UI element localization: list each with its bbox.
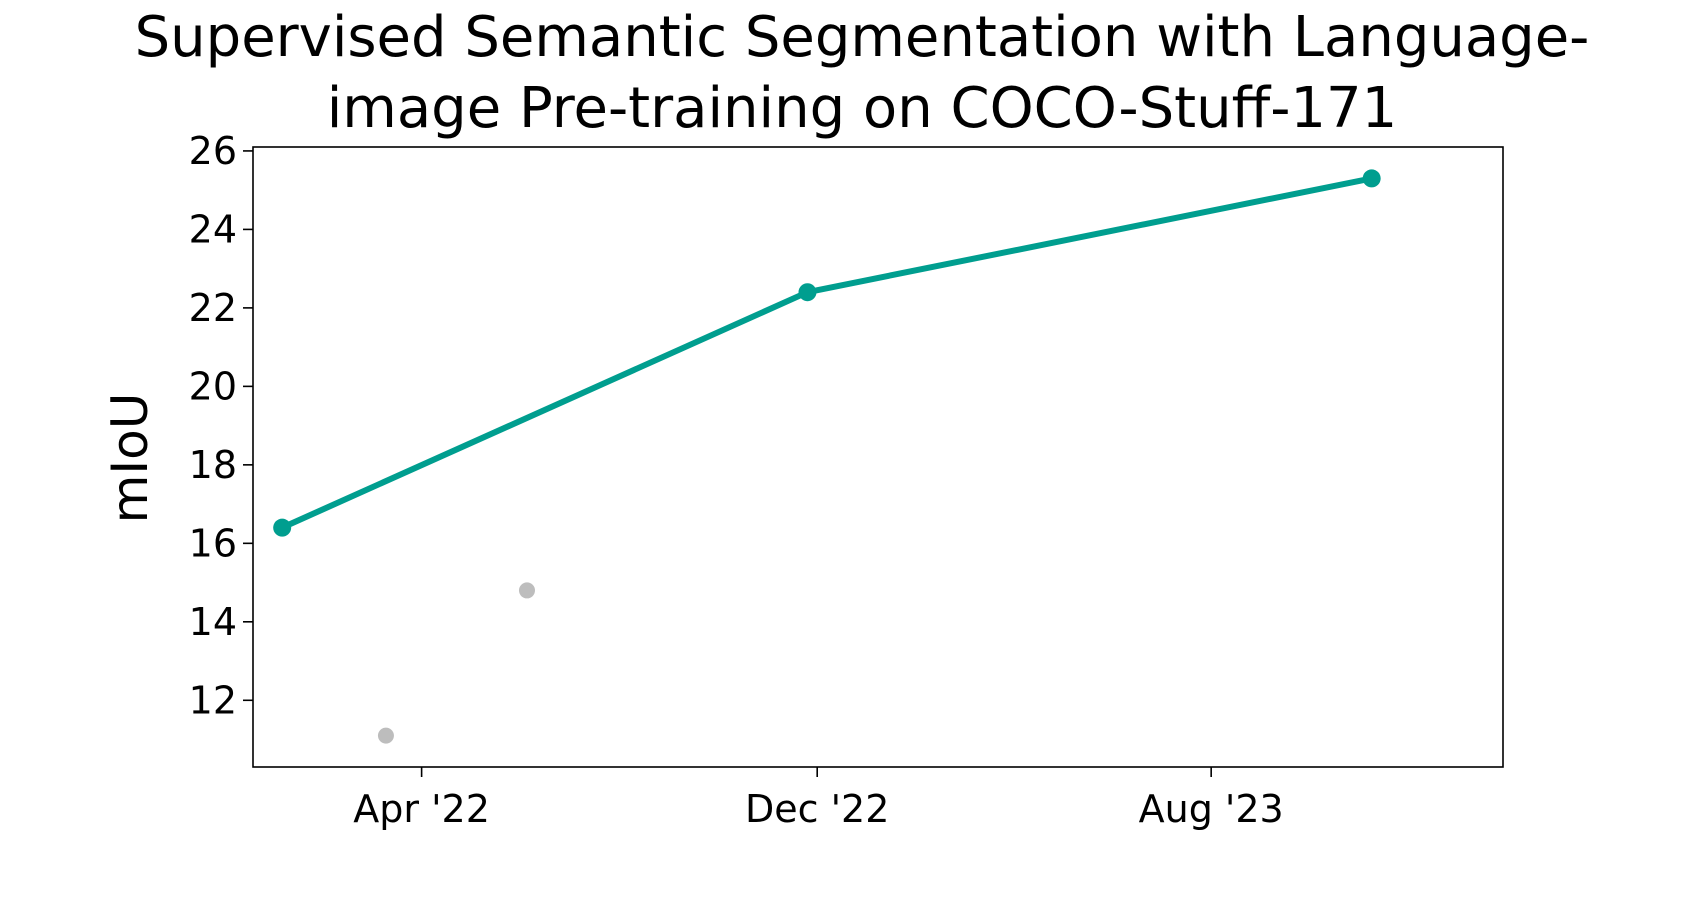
x-tick-label: Aug '23: [1139, 787, 1284, 831]
y-tick-label: 26: [189, 129, 237, 173]
line-point: [273, 518, 292, 537]
y-tick-label: 12: [189, 678, 237, 722]
chart-title: Supervised Semantic Segmentation with La…: [135, 5, 1590, 141]
y-tick-label: 14: [189, 600, 237, 644]
line-point: [798, 283, 817, 302]
y-axis-label: mIoU: [101, 393, 159, 524]
plot-area: [252, 146, 1504, 768]
x-tick-label: Dec '22: [745, 787, 889, 831]
y-tick-label: 22: [189, 286, 237, 330]
y-tick-label: 16: [189, 521, 237, 565]
x-axis: Apr '22 Dec '22 Aug '23: [353, 767, 1284, 831]
chart-title-line-1: Supervised Semantic Segmentation with La…: [135, 5, 1590, 70]
chart-title-line-2: image Pre-training on COCO-Stuff-171: [327, 76, 1398, 141]
line-point: [1362, 169, 1381, 188]
scatter-point: [518, 582, 535, 599]
y-tick-label: 20: [189, 364, 237, 408]
series-line: [279, 175, 1375, 531]
y-axis: 12 14 16 18 20 22 24 26: [189, 129, 253, 722]
x-tick-label: Apr '22: [353, 787, 490, 831]
y-tick-label: 18: [189, 443, 237, 487]
scatter-point: [377, 727, 394, 744]
y-tick-label: 24: [189, 207, 237, 251]
series-layer: [273, 169, 1381, 744]
